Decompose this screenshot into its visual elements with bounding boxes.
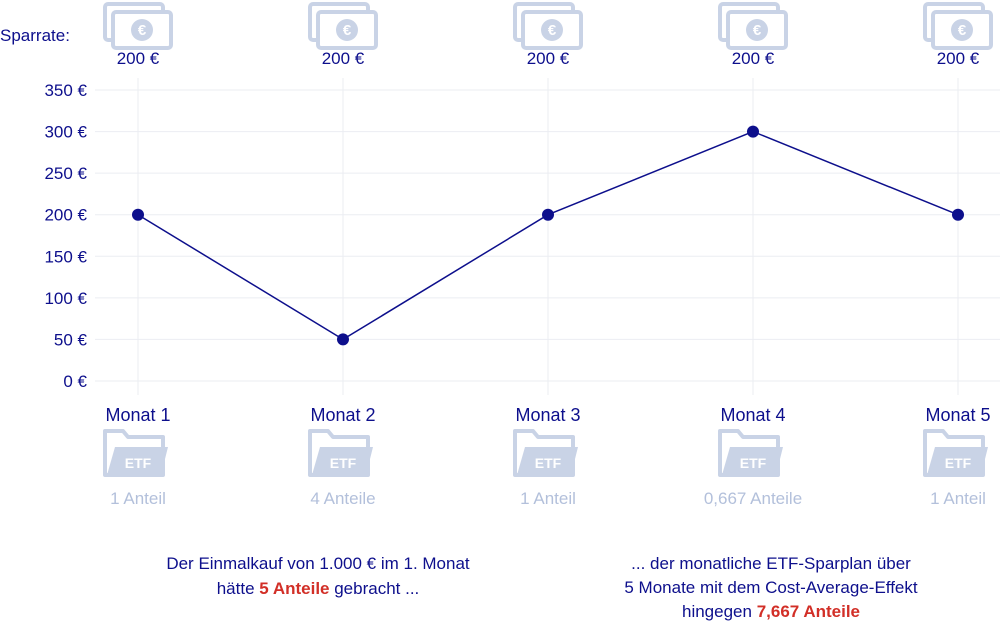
note-right-line2: 5 Monate mit dem Cost-Average-Effekt	[624, 578, 918, 597]
anteile-label: 0,667 Anteile	[704, 489, 802, 508]
y-tick-label: 50 €	[54, 330, 88, 349]
anteile-label: 4 Anteile	[310, 489, 375, 508]
sparrate-value: 200 €	[322, 49, 365, 68]
note-left-line2: hätte 5 Anteile gebracht ...	[217, 579, 420, 598]
x-tick-label: Monat 2	[310, 405, 375, 425]
euro-banknote-icon	[103, 2, 173, 50]
y-tick-label: 100 €	[44, 289, 87, 308]
data-point	[337, 333, 349, 346]
x-tick-label: Monat 4	[720, 405, 785, 425]
etf-folder-icon	[103, 429, 170, 477]
etf-folder-icon	[308, 429, 375, 477]
y-tick-label: 200 €	[44, 206, 87, 225]
x-tick-label: Monat 1	[105, 405, 170, 425]
etf-folder-icon	[923, 429, 990, 477]
sparrate-label: Sparrate:	[0, 26, 70, 45]
sparrate-value: 200 €	[527, 49, 570, 68]
data-point	[132, 208, 144, 221]
note-right-line1: ... der monatliche ETF-Sparplan über	[631, 554, 911, 573]
y-tick-label: 250 €	[44, 164, 87, 183]
sparrate-value: 200 €	[732, 49, 775, 68]
sparrate-value: 200 €	[937, 49, 980, 68]
y-tick-label: 350 €	[44, 81, 87, 100]
y-tick-label: 300 €	[44, 123, 87, 142]
note-right-prefix: hingegen	[682, 602, 757, 621]
y-tick-label: 150 €	[44, 247, 87, 266]
note-left-suffix: gebracht ...	[330, 579, 420, 598]
anteile-label: 1 Anteil	[110, 489, 166, 508]
data-point	[747, 125, 759, 138]
anteile-label: 1 Anteil	[520, 489, 576, 508]
data-point	[542, 208, 554, 221]
euro-banknote-icon	[513, 2, 583, 50]
euro-banknote-icon	[923, 2, 993, 50]
x-tick-label: Monat 5	[925, 405, 990, 425]
euro-banknote-icon	[718, 2, 788, 50]
etf-folder-icon	[718, 429, 785, 477]
data-point	[952, 208, 964, 221]
note-right-highlight: 7,667 Anteile	[757, 602, 860, 621]
note-left-highlight: 5 Anteile	[259, 579, 329, 598]
sparrate-value: 200 €	[117, 49, 160, 68]
anteile-label: 1 Anteil	[930, 489, 986, 508]
etf-folder-icon	[513, 429, 580, 477]
note-right-line3: hingegen 7,667 Anteile	[682, 602, 860, 621]
note-left-line1: Der Einmalkauf von 1.000 € im 1. Monat	[166, 554, 470, 573]
x-tick-label: Monat 3	[515, 405, 580, 425]
note-left-prefix: hätte	[217, 579, 260, 598]
euro-banknote-icon	[308, 2, 378, 50]
y-tick-label: 0 €	[63, 372, 87, 391]
